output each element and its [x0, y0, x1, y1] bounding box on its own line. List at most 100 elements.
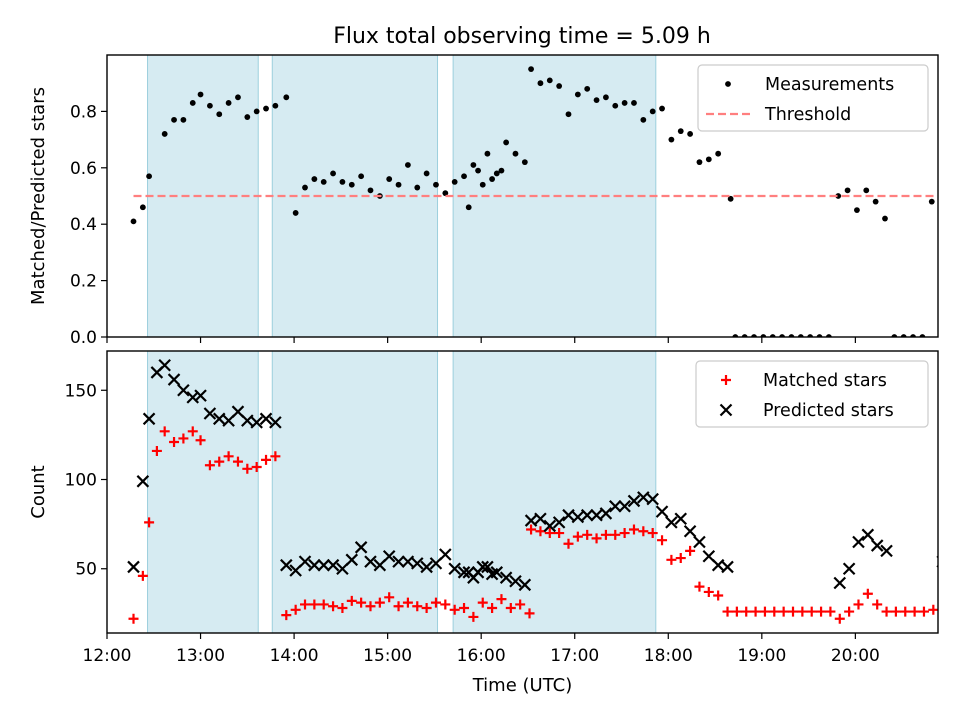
y-tick-label: 0.8 [70, 102, 97, 122]
predicted-star-point [457, 566, 471, 579]
predicted-star-point [543, 519, 557, 533]
measurement-point [919, 334, 926, 337]
measurement-point [715, 150, 722, 157]
measurement-point [367, 187, 374, 194]
predicted-star-point [410, 557, 424, 570]
matched-star-point [421, 603, 432, 614]
predicted-star-point [655, 505, 669, 518]
x-tick-label: 16:00 [457, 646, 506, 666]
legend-label: Predicted stars [763, 401, 894, 421]
measurement-point [189, 100, 196, 106]
predicted-star-point [490, 566, 504, 579]
measurement-point [574, 91, 581, 98]
measurement-point [433, 181, 439, 188]
measurement-point [461, 173, 467, 180]
measurement-point [640, 116, 647, 123]
matched-star-point [223, 451, 234, 462]
measurement-point [207, 102, 213, 109]
x-tick-label: 14:00 [270, 646, 319, 666]
plot-area [127, 351, 938, 633]
matched-star-point [356, 597, 367, 608]
predicted-star-point [721, 560, 734, 574]
measurement-point [649, 108, 656, 115]
matched-star-point [862, 588, 873, 599]
predicted-star-point [870, 539, 884, 552]
matched-star-point [657, 535, 668, 546]
measurement-point [788, 334, 795, 337]
measurement-point [405, 162, 411, 168]
matched-star-point [582, 529, 593, 540]
measurement-point [844, 187, 851, 194]
matched-star-point [251, 462, 262, 473]
x-tick-label: 19:00 [737, 646, 786, 666]
matched-star-point [881, 606, 892, 617]
predicted-star-point [524, 514, 538, 527]
predicted-star-point [693, 535, 706, 549]
matched-star-point [290, 604, 301, 615]
predicted-star-point [269, 416, 282, 429]
measurement-point [139, 204, 146, 211]
measurement-point [395, 181, 402, 188]
matched-star-point [750, 606, 761, 617]
matched-star-point [487, 603, 498, 614]
predicted-star-point [298, 555, 312, 568]
measurement-point [668, 136, 675, 143]
measurement-point [938, 182, 944, 188]
measurement-point [479, 181, 486, 188]
predicted-star-point [499, 571, 513, 584]
measurement-point [171, 116, 177, 123]
measurement-point [197, 91, 204, 98]
measurement-point [475, 167, 481, 174]
measurement-point [835, 193, 842, 199]
measurement-point [603, 94, 609, 101]
legend-box [695, 360, 929, 428]
measurement-point [512, 150, 519, 157]
predicted-star-point [880, 544, 893, 558]
predicted-star-point [212, 412, 226, 426]
measurement-point [442, 190, 449, 197]
predicted-star-point [936, 555, 938, 568]
measurement-point [687, 131, 694, 137]
measurement-point [612, 102, 619, 109]
predicted-star-point [203, 407, 217, 420]
measurement-point [584, 85, 591, 92]
x-axis-label: Time (UTC) [472, 675, 573, 696]
measurement-point [807, 334, 814, 337]
predicted-star-point [392, 555, 405, 568]
predicted-star-point [481, 560, 494, 574]
matched-star-point [328, 601, 339, 612]
observing-window [452, 351, 657, 633]
top-panel: 0.0 0.2 0.4 0.6 0.8 Matched/Predicted stars Me… [28, 54, 944, 348]
measurement-point [320, 179, 327, 185]
matched-star-point [928, 604, 938, 615]
matched-star-point [402, 597, 413, 608]
predicted-star-point [861, 528, 875, 542]
matched-star-point [797, 606, 808, 617]
predicted-star-point [250, 416, 263, 429]
y-axis-label: Count [28, 465, 49, 518]
measurement-point [854, 207, 860, 214]
matched-star-point [628, 524, 639, 535]
measurement-point [358, 173, 365, 180]
measurement-point [891, 334, 898, 337]
matched-star-point [535, 526, 546, 537]
predicted-star-point [136, 475, 150, 488]
measurement-point [470, 162, 477, 168]
chart-title: Flux total observing time = 5.09 h [333, 24, 711, 49]
matched-star-point [900, 606, 911, 617]
matched-star-point [151, 445, 162, 456]
legend-label: Matched stars [763, 371, 887, 391]
matched-star-point [731, 606, 742, 617]
measurement-point [339, 179, 346, 185]
matched-star-point [496, 594, 507, 605]
legend-marker [719, 403, 733, 417]
matched-star-point [563, 538, 574, 549]
measurement-point [760, 334, 767, 337]
measurement-point [521, 159, 528, 166]
matched-star-point [816, 606, 827, 617]
measurement-point [130, 218, 137, 225]
matched-star-point [300, 599, 311, 610]
matched-star-point [703, 586, 714, 597]
measurement-point [216, 111, 223, 118]
matched-star-point [477, 597, 488, 608]
